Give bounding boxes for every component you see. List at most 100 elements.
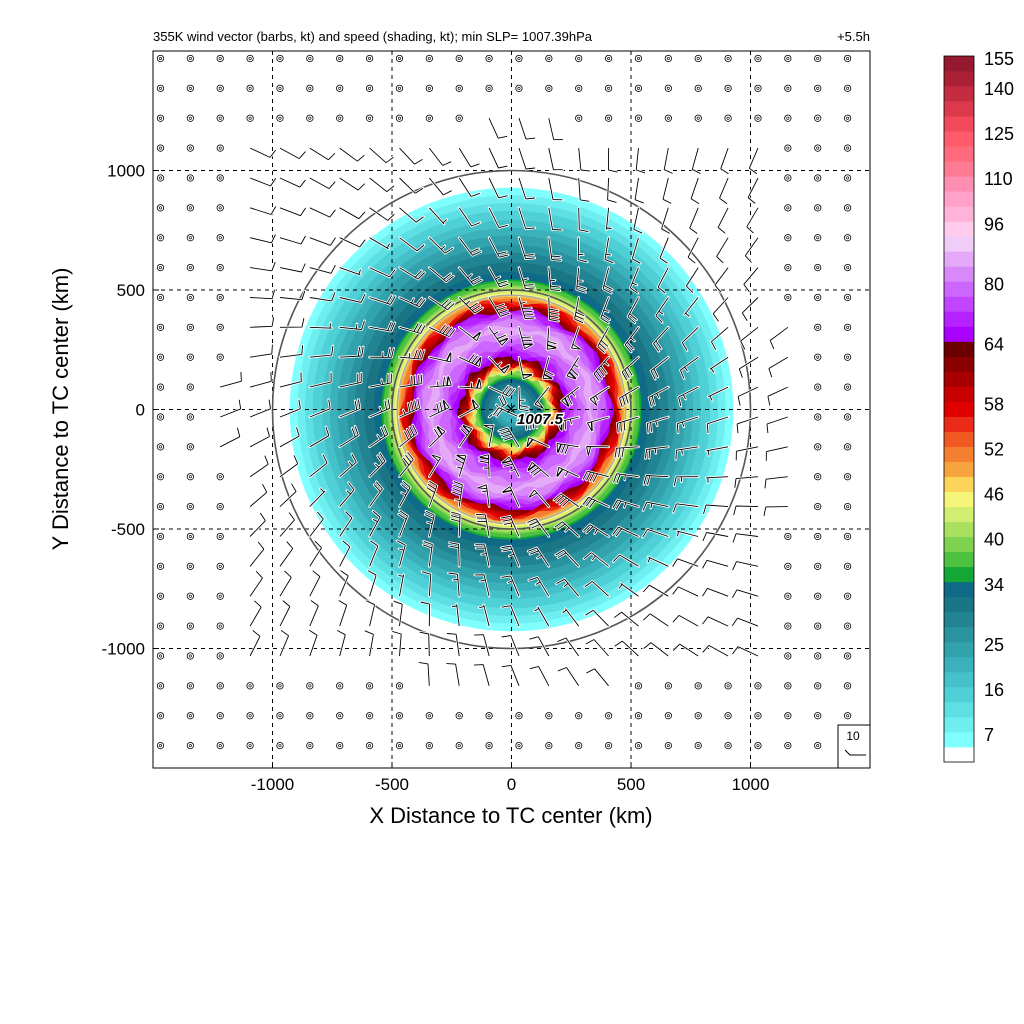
calm-wind-marker-inner <box>816 355 820 359</box>
calm-wind-marker-inner <box>846 295 850 299</box>
wind-barb-halo <box>338 206 367 220</box>
wind-barb <box>488 118 508 139</box>
calm-wind-marker <box>843 592 852 600</box>
calm-wind-marker-inner <box>397 744 401 748</box>
colorbar-swatch <box>944 191 974 207</box>
wind-barb <box>488 385 516 397</box>
calm-wind-marker <box>216 502 224 511</box>
calm-wind-marker <box>843 473 852 481</box>
colorbar-swatch <box>944 491 974 508</box>
calm-wind-marker <box>843 174 852 182</box>
calm-wind-marker-inner <box>457 116 461 120</box>
calm-wind-marker <box>336 741 344 750</box>
wind-barb <box>612 526 639 537</box>
wind-barb-halo <box>248 426 271 449</box>
colorbar-swatch <box>944 266 974 282</box>
wind-barb <box>746 207 759 234</box>
wind-barb <box>488 267 509 288</box>
calm-wind-marker <box>843 413 852 421</box>
colorbar-swatch <box>944 641 974 658</box>
wind-barb <box>585 609 609 627</box>
wind-barb <box>673 476 699 486</box>
wind-barb <box>309 237 336 246</box>
calm-wind-marker <box>784 682 792 690</box>
wind-barb <box>557 667 580 687</box>
calm-wind-marker <box>365 741 374 750</box>
calm-wind-marker <box>216 622 224 630</box>
calm-wind-marker-inner <box>816 176 820 180</box>
tc-center-pressure-label: 1007.5 <box>517 411 564 428</box>
wind-barb <box>339 237 366 248</box>
calm-wind-marker-inner <box>188 594 192 598</box>
wind-barb <box>339 207 366 220</box>
calm-wind-marker-inner <box>218 86 222 90</box>
calm-wind-marker <box>336 114 344 122</box>
calm-wind-marker-inner <box>158 744 162 748</box>
calm-wind-marker <box>246 54 254 63</box>
colorbar-tick-label: 34 <box>984 575 1004 595</box>
wind-barb <box>557 637 580 657</box>
calm-wind-marker-inner <box>487 56 491 60</box>
colorbar-tick-label: 46 <box>984 485 1004 505</box>
calm-wind-marker-inner <box>816 236 820 240</box>
calm-wind-marker-inner <box>338 86 342 90</box>
calm-wind-marker-inner <box>218 236 222 240</box>
calm-wind-marker-inner <box>158 295 162 299</box>
wind-barb <box>747 177 759 204</box>
calm-wind-marker <box>784 592 792 600</box>
calm-wind-marker <box>575 84 583 92</box>
wind-barb <box>366 600 376 627</box>
wind-barb-halo <box>248 570 264 598</box>
wind-barb <box>501 635 520 657</box>
wind-barb <box>422 540 433 567</box>
calm-wind-marker <box>843 652 852 660</box>
wind-barb <box>446 633 460 657</box>
wind-barb <box>534 386 550 409</box>
calm-wind-marker <box>754 54 762 63</box>
wind-barb-halo <box>642 612 670 628</box>
calm-wind-marker-inner <box>786 206 790 210</box>
wind-barb-halo <box>368 146 395 164</box>
calm-wind-marker <box>545 741 553 750</box>
wind-barb <box>672 558 699 567</box>
calm-wind-marker <box>216 174 224 182</box>
colorbar-swatch <box>944 611 974 628</box>
calm-wind-marker-inner <box>188 654 192 658</box>
calm-wind-marker-inner <box>278 56 282 60</box>
wind-barb <box>527 518 550 537</box>
calm-wind-marker-inner <box>816 146 820 150</box>
calm-wind-marker-inner <box>158 206 162 210</box>
wind-barb-halo <box>607 146 619 174</box>
calm-wind-marker-inner <box>726 116 730 120</box>
calm-wind-marker-inner <box>816 594 820 598</box>
wind-barb <box>428 147 452 166</box>
wind-barb <box>634 177 644 204</box>
calm-wind-marker <box>455 114 463 122</box>
calm-wind-marker-inner <box>218 654 222 658</box>
calm-wind-marker <box>784 562 792 570</box>
wind-barb <box>553 493 579 507</box>
calm-wind-marker-inner <box>248 744 252 748</box>
wind-barb <box>501 545 520 567</box>
wind-barb <box>475 544 490 567</box>
range-ring <box>391 289 632 530</box>
y-tick-label: 1000 <box>107 162 145 181</box>
colorbar-swatch <box>944 326 974 342</box>
range-ring <box>271 169 752 650</box>
wind-barb <box>369 177 395 192</box>
calm-wind-marker-inner <box>188 146 192 150</box>
wind-barb-halo <box>713 266 730 294</box>
wind-barb-halo <box>500 664 521 688</box>
calm-wind-marker-inner <box>636 684 640 688</box>
wind-barb <box>279 483 297 507</box>
wind-barb <box>659 237 669 264</box>
colorbar-tick-label: 25 <box>984 635 1004 655</box>
wind-barb <box>458 237 481 256</box>
wind-barb-halo <box>606 176 618 204</box>
calm-wind-marker <box>186 562 194 570</box>
calm-wind-marker-inner <box>816 564 820 568</box>
calm-wind-marker-inner <box>636 56 640 60</box>
calm-wind-marker <box>784 263 792 272</box>
wind-barb-halo <box>248 316 275 329</box>
calm-wind-marker-inner <box>846 445 850 449</box>
